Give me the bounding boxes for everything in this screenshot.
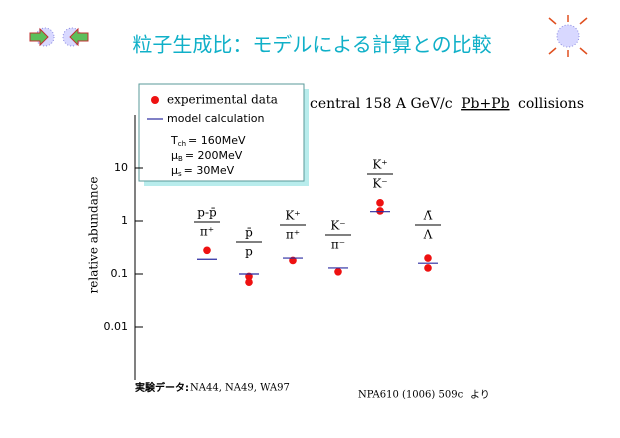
reference: NPA610 (1006) 509c — [358, 390, 464, 401]
data-point — [424, 254, 432, 262]
category-numerator: K⁺ — [372, 158, 387, 172]
category-denominator: K⁻ — [372, 177, 387, 191]
parameter-symbol: T — [170, 134, 178, 147]
category-denominator: p — [245, 245, 253, 259]
parameter-symbol: μ — [171, 164, 178, 177]
legend-parameter: Tch = 160MeV — [170, 134, 246, 148]
legend: experimental data model calculation — [138, 83, 309, 186]
category-numerator: Λ̄ — [423, 209, 433, 223]
source: NA44, NA49, WA97 — [190, 383, 290, 394]
annotation-suffix: collisions — [518, 96, 584, 112]
category-denominator: π⁺ — [286, 228, 300, 242]
parameter-subscript: s — [178, 170, 182, 178]
y-axis-label: relative abundance — [87, 177, 101, 294]
annotation-prefix: central 158 A GeV/c — [310, 96, 453, 112]
y-tick-label: 1 — [121, 214, 128, 227]
category-denominator: π⁻ — [331, 238, 345, 252]
data-point — [334, 268, 342, 276]
data-point — [203, 246, 211, 255]
legend-swatch — [151, 96, 159, 104]
parameter-subscript: ch — [178, 140, 186, 148]
category-numerator: K⁺ — [285, 209, 300, 223]
category-denominator: Λ — [423, 228, 433, 242]
legend-parameter: μs = 30MeV — [171, 164, 235, 178]
data-point — [376, 199, 384, 207]
annotation-highlight: Pb+Pb — [461, 96, 510, 112]
y-tick-label: 0.01 — [104, 320, 129, 333]
legend-label: model calculation — [167, 112, 265, 125]
y-tick-label: 0.1 — [111, 267, 129, 280]
category-numerator: p̄ — [245, 226, 253, 240]
chart-annotation: central 158 A GeV/c Pb+Pb collisions — [310, 96, 584, 112]
legend-label: experimental data — [167, 93, 278, 107]
slide-title: 粒子生成比：モデルによる計算との比較 — [132, 33, 491, 57]
parameter-value: = 30MeV — [184, 164, 235, 177]
parameter-symbol: μ — [171, 149, 178, 162]
data-point — [245, 278, 253, 287]
parameter-value: = 200MeV — [185, 149, 243, 162]
category-numerator: K⁻ — [330, 219, 345, 233]
data-point — [376, 207, 384, 215]
reference-suffix: より — [470, 389, 490, 401]
source-label: 実験データ: — [135, 381, 189, 394]
legend-box — [138, 83, 305, 182]
collision-icon-left — [29, 27, 89, 47]
parameter-subscript: B — [178, 155, 183, 163]
data-point — [424, 264, 432, 272]
legend-parameter: μB = 200MeV — [171, 149, 243, 163]
y-tick-label: 10 — [114, 161, 128, 174]
category-denominator: π⁺ — [200, 225, 214, 239]
parameter-value: = 160MeV — [188, 134, 246, 147]
category-numerator: p-p̄ — [197, 206, 217, 220]
collision-icon-right — [548, 15, 588, 57]
